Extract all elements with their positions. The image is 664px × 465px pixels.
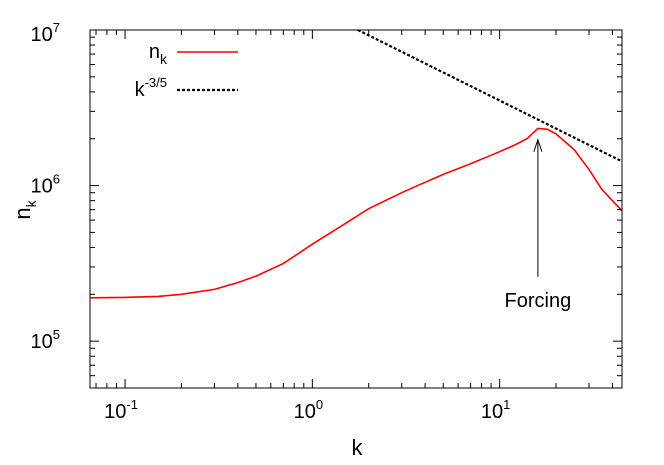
y-tick-label: 105 (31, 327, 60, 353)
tick-layer (90, 29, 622, 389)
nk-spectrum-line (90, 127, 622, 299)
legend-entry: nk (149, 41, 238, 67)
x-axis-label: k (352, 435, 364, 460)
forcing-arrowhead (533, 138, 543, 152)
legend-label: nk (149, 41, 168, 67)
x-tick-label: 10-1 (104, 397, 138, 423)
legend-label-main: k (135, 79, 146, 101)
x-tick-exponent: -1 (126, 397, 138, 412)
y-tick-label: 106 (31, 172, 60, 198)
x-tick-exponent: 0 (316, 397, 323, 412)
y-axis-label-main: n (10, 207, 35, 219)
forcing-annotation: Forcing (505, 290, 572, 312)
legend-label: k-3/5 (135, 75, 167, 101)
y-axis-label-subscript: k (23, 199, 39, 207)
series-layer (90, 30, 622, 299)
legend-label-superscript: -3/5 (145, 75, 167, 90)
y-tick-base: 10 (31, 176, 53, 198)
legend-label-subscript: k (160, 51, 168, 67)
y-tick-label: 107 (31, 20, 60, 46)
y-tick-base: 10 (31, 331, 53, 353)
legend-entry: k-3/5 (135, 75, 238, 101)
annotation-layer: Forcing (505, 138, 572, 312)
power-law-line (357, 30, 622, 163)
y-axis-label: nk (10, 199, 39, 219)
x-tick-base: 10 (481, 401, 503, 423)
y-tick-base: 10 (31, 24, 53, 46)
y-tick-exponent: 5 (53, 327, 60, 342)
x-tick-label: 100 (294, 397, 323, 423)
x-tick-base: 10 (294, 401, 316, 423)
x-tick-label: 101 (481, 397, 510, 423)
legend-label-main: n (149, 41, 160, 63)
axes-frame (89, 29, 623, 389)
plot-frame (89, 29, 623, 389)
x-tick-exponent: 1 (503, 397, 510, 412)
y-tick-exponent: 6 (53, 172, 60, 187)
x-tick-base: 10 (104, 401, 126, 423)
legend: nkk-3/5 (135, 41, 238, 101)
y-tick-exponent: 7 (53, 20, 60, 35)
